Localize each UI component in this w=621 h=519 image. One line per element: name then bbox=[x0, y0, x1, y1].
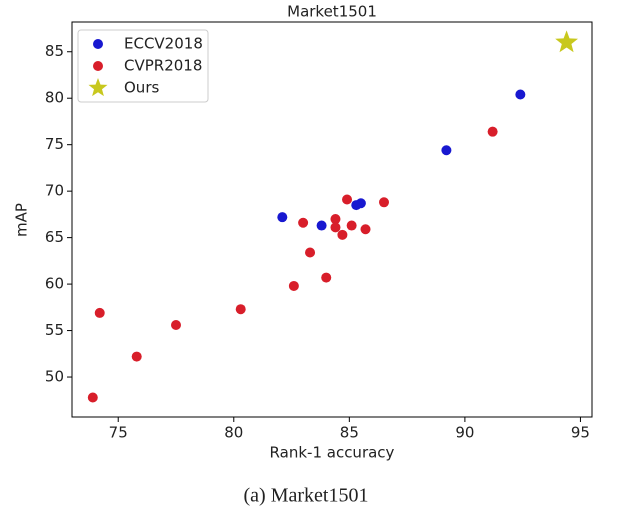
x-axis-label: Rank-1 accuracy bbox=[270, 444, 395, 462]
point bbox=[305, 247, 316, 258]
x-tick-label: 75 bbox=[109, 424, 128, 442]
plot-area bbox=[71, 21, 593, 418]
y-tick-label: 75 bbox=[45, 135, 64, 153]
point bbox=[235, 304, 246, 315]
point bbox=[330, 214, 341, 225]
caption: (a) Market1501 bbox=[244, 485, 369, 507]
point bbox=[515, 89, 526, 100]
point bbox=[441, 145, 452, 156]
y-tick-label: 65 bbox=[45, 228, 64, 246]
point bbox=[277, 212, 288, 223]
point bbox=[330, 222, 341, 233]
chart-title: Market1501 bbox=[287, 3, 377, 21]
point bbox=[487, 126, 498, 137]
y-axis-label: mAP bbox=[13, 203, 31, 237]
point bbox=[288, 280, 299, 291]
point bbox=[379, 197, 389, 208]
y-tick-label: 60 bbox=[45, 275, 64, 293]
legend-label: ECCV2018 bbox=[124, 35, 203, 53]
x-tick-label: 90 bbox=[455, 424, 474, 442]
y-tick-label: 80 bbox=[45, 89, 64, 107]
star-marker bbox=[555, 30, 578, 53]
legend-marker bbox=[88, 78, 108, 97]
point bbox=[321, 272, 332, 283]
point bbox=[298, 217, 309, 228]
legend-marker bbox=[93, 39, 103, 49]
legend-marker bbox=[93, 61, 103, 71]
point bbox=[360, 224, 371, 235]
legend-label: CVPR2018 bbox=[124, 57, 202, 75]
y-tick-label: 70 bbox=[45, 182, 64, 200]
legend-label: Ours bbox=[124, 79, 159, 97]
point bbox=[131, 351, 142, 362]
x-tick-label: 80 bbox=[224, 424, 243, 442]
y-tick-label: 85 bbox=[45, 42, 64, 60]
y-tick-label: 55 bbox=[45, 321, 64, 339]
point bbox=[94, 307, 105, 318]
point bbox=[316, 220, 327, 231]
point bbox=[355, 198, 366, 209]
point bbox=[342, 194, 353, 205]
point bbox=[346, 220, 357, 231]
x-tick-label: 85 bbox=[340, 424, 359, 442]
x-tick-label: 95 bbox=[571, 424, 590, 442]
point bbox=[87, 392, 98, 403]
legend-box bbox=[77, 29, 209, 103]
y-tick-label: 50 bbox=[45, 368, 64, 386]
point bbox=[171, 319, 181, 330]
point bbox=[337, 229, 348, 240]
